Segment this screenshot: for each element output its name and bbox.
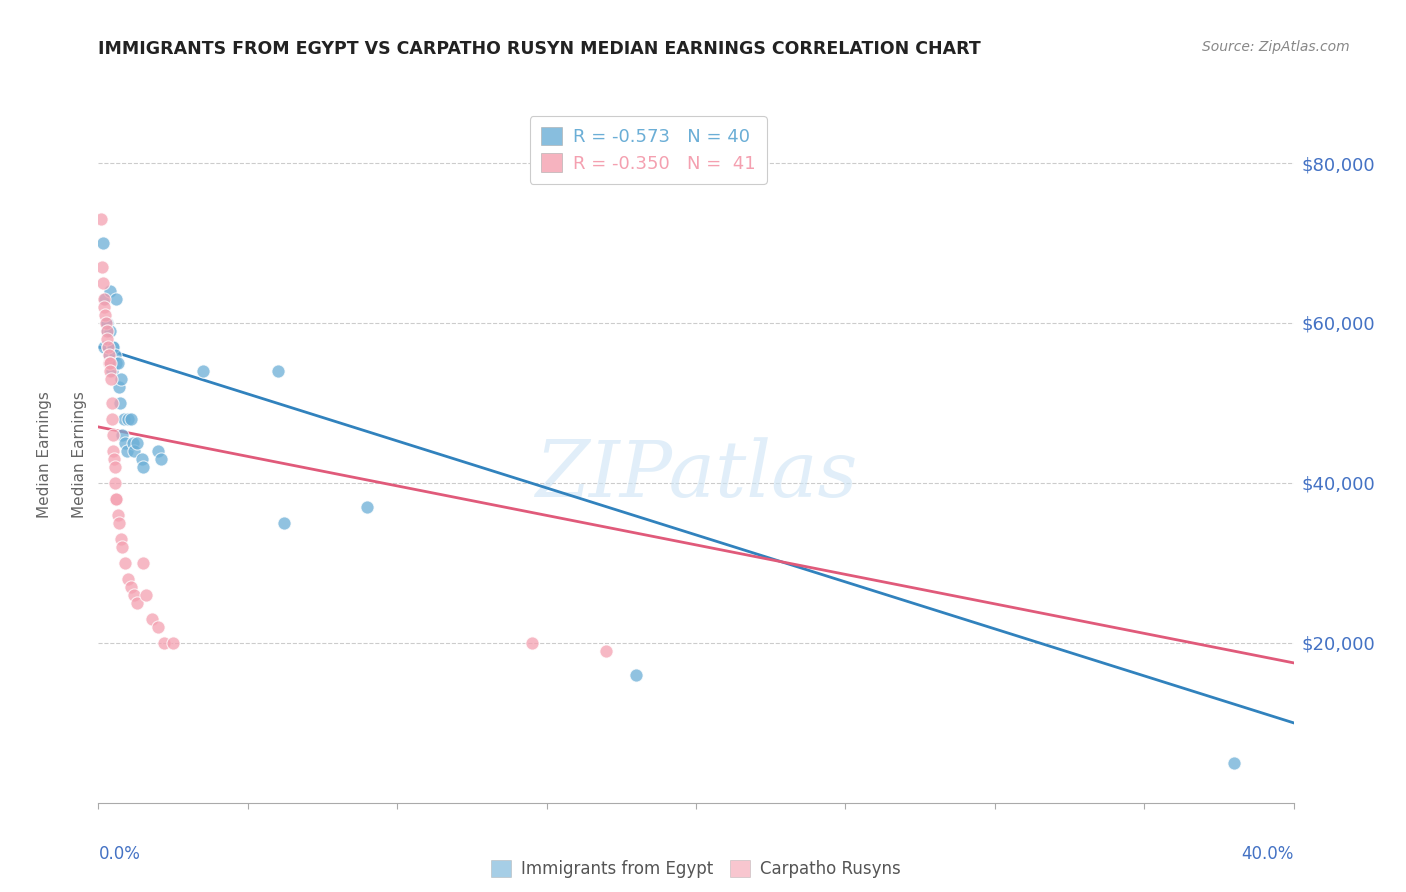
Point bbox=[108, 396, 131, 410]
Text: IMMIGRANTS FROM EGYPT VS CARPATHO RUSYN MEDIAN EARNINGS CORRELATION CHART: IMMIGRANTS FROM EGYPT VS CARPATHO RUSYN … bbox=[98, 40, 981, 58]
Point bbox=[107, 508, 129, 522]
Point bbox=[120, 580, 142, 594]
Point bbox=[110, 532, 132, 546]
Point bbox=[91, 276, 114, 290]
Point bbox=[111, 428, 134, 442]
Point bbox=[100, 364, 122, 378]
Point bbox=[132, 556, 155, 570]
Point bbox=[96, 332, 118, 346]
Point bbox=[105, 292, 128, 306]
Text: Source: ZipAtlas.com: Source: ZipAtlas.com bbox=[1202, 40, 1350, 54]
Point bbox=[111, 540, 134, 554]
Point bbox=[94, 316, 117, 330]
Point bbox=[103, 451, 125, 466]
Point bbox=[98, 356, 121, 370]
Point bbox=[90, 212, 112, 227]
Point bbox=[135, 588, 157, 602]
Point bbox=[101, 412, 124, 426]
Point bbox=[93, 292, 115, 306]
Text: 40.0%: 40.0% bbox=[1241, 845, 1294, 863]
Point bbox=[98, 356, 121, 370]
Point bbox=[127, 436, 149, 450]
Point bbox=[97, 340, 120, 354]
Point bbox=[121, 436, 143, 450]
Point bbox=[101, 364, 124, 378]
Point bbox=[104, 491, 127, 506]
Point bbox=[148, 620, 170, 634]
Point bbox=[148, 444, 170, 458]
Point bbox=[96, 324, 118, 338]
Point bbox=[112, 412, 135, 426]
Text: ZIPatlas: ZIPatlas bbox=[534, 438, 858, 514]
Point bbox=[103, 444, 125, 458]
Point bbox=[356, 500, 378, 514]
Point bbox=[115, 444, 138, 458]
Point bbox=[97, 348, 120, 362]
Y-axis label: Median Earnings: Median Earnings bbox=[72, 392, 87, 518]
Point bbox=[150, 451, 173, 466]
Point bbox=[114, 436, 136, 450]
Point bbox=[96, 316, 118, 330]
Text: Median Earnings: Median Earnings bbox=[37, 392, 52, 518]
Point bbox=[93, 340, 115, 354]
Point bbox=[97, 340, 120, 354]
Point bbox=[100, 396, 122, 410]
Point bbox=[94, 316, 117, 330]
Point bbox=[97, 348, 120, 362]
Point bbox=[626, 668, 648, 682]
Legend: Immigrants from Egypt, Carpatho Rusyns: Immigrants from Egypt, Carpatho Rusyns bbox=[485, 854, 907, 885]
Point bbox=[96, 324, 118, 338]
Point bbox=[162, 636, 184, 650]
Point bbox=[191, 364, 214, 378]
Point bbox=[103, 340, 125, 354]
Point bbox=[110, 372, 132, 386]
Point bbox=[120, 412, 142, 426]
Point bbox=[100, 372, 122, 386]
Point bbox=[91, 260, 114, 274]
Point bbox=[595, 644, 617, 658]
Point bbox=[94, 292, 117, 306]
Point bbox=[124, 444, 146, 458]
Point bbox=[93, 300, 115, 314]
Point bbox=[101, 340, 124, 354]
Point bbox=[108, 516, 131, 530]
Point bbox=[100, 324, 122, 338]
Point bbox=[1223, 756, 1246, 770]
Point bbox=[104, 356, 127, 370]
Point bbox=[105, 491, 128, 506]
Point bbox=[124, 588, 146, 602]
Point bbox=[107, 356, 129, 370]
Point bbox=[104, 348, 127, 362]
Point bbox=[273, 516, 295, 530]
Point bbox=[104, 475, 127, 490]
Point bbox=[101, 428, 124, 442]
Point bbox=[107, 380, 129, 394]
Point bbox=[153, 636, 176, 650]
Point bbox=[132, 459, 155, 474]
Point bbox=[94, 308, 117, 322]
Point bbox=[100, 356, 122, 370]
Point bbox=[267, 364, 290, 378]
Point bbox=[117, 412, 139, 426]
Text: 0.0%: 0.0% bbox=[98, 845, 141, 863]
Point bbox=[131, 451, 153, 466]
Point bbox=[141, 612, 163, 626]
Point bbox=[127, 596, 149, 610]
Point bbox=[520, 636, 543, 650]
Point bbox=[91, 235, 114, 250]
Point bbox=[114, 556, 136, 570]
Point bbox=[98, 284, 121, 298]
Point bbox=[103, 459, 125, 474]
Point bbox=[117, 572, 139, 586]
